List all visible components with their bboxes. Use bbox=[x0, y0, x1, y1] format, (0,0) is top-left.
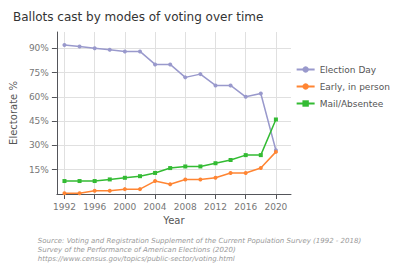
svg-text:2020: 2020 bbox=[264, 202, 287, 212]
svg-text:15%: 15% bbox=[29, 165, 49, 175]
svg-text:Mail/Absentee: Mail/Absentee bbox=[320, 99, 384, 109]
svg-text:Election Day: Election Day bbox=[320, 65, 377, 75]
svg-text:30%: 30% bbox=[29, 140, 49, 150]
svg-text:1992: 1992 bbox=[53, 202, 76, 212]
svg-text:Electorate %: Electorate % bbox=[8, 81, 19, 145]
svg-text:Survey of the Performance of A: Survey of the Performance of American El… bbox=[38, 246, 236, 254]
svg-text:2016: 2016 bbox=[234, 202, 257, 212]
svg-text:Early, in person: Early, in person bbox=[320, 82, 390, 92]
svg-text:2004: 2004 bbox=[144, 202, 167, 212]
svg-text:2012: 2012 bbox=[204, 202, 227, 212]
svg-text:2008: 2008 bbox=[174, 202, 197, 212]
svg-text:2000: 2000 bbox=[113, 202, 136, 212]
svg-text:https://www.census.gov/topics/: https://www.census.gov/topics/public-sec… bbox=[38, 255, 235, 263]
svg-text:1996: 1996 bbox=[83, 202, 106, 212]
svg-text:Ballots cast by modes of votin: Ballots cast by modes of voting over tim… bbox=[13, 10, 263, 24]
svg-text:Year: Year bbox=[162, 215, 185, 226]
svg-text:90%: 90% bbox=[29, 43, 49, 53]
svg-text:Source: Voting and Registratio: Source: Voting and Registration Suppleme… bbox=[38, 237, 362, 245]
svg-text:60%: 60% bbox=[29, 92, 49, 102]
svg-text:75%: 75% bbox=[29, 68, 49, 78]
svg-text:45%: 45% bbox=[29, 116, 49, 126]
